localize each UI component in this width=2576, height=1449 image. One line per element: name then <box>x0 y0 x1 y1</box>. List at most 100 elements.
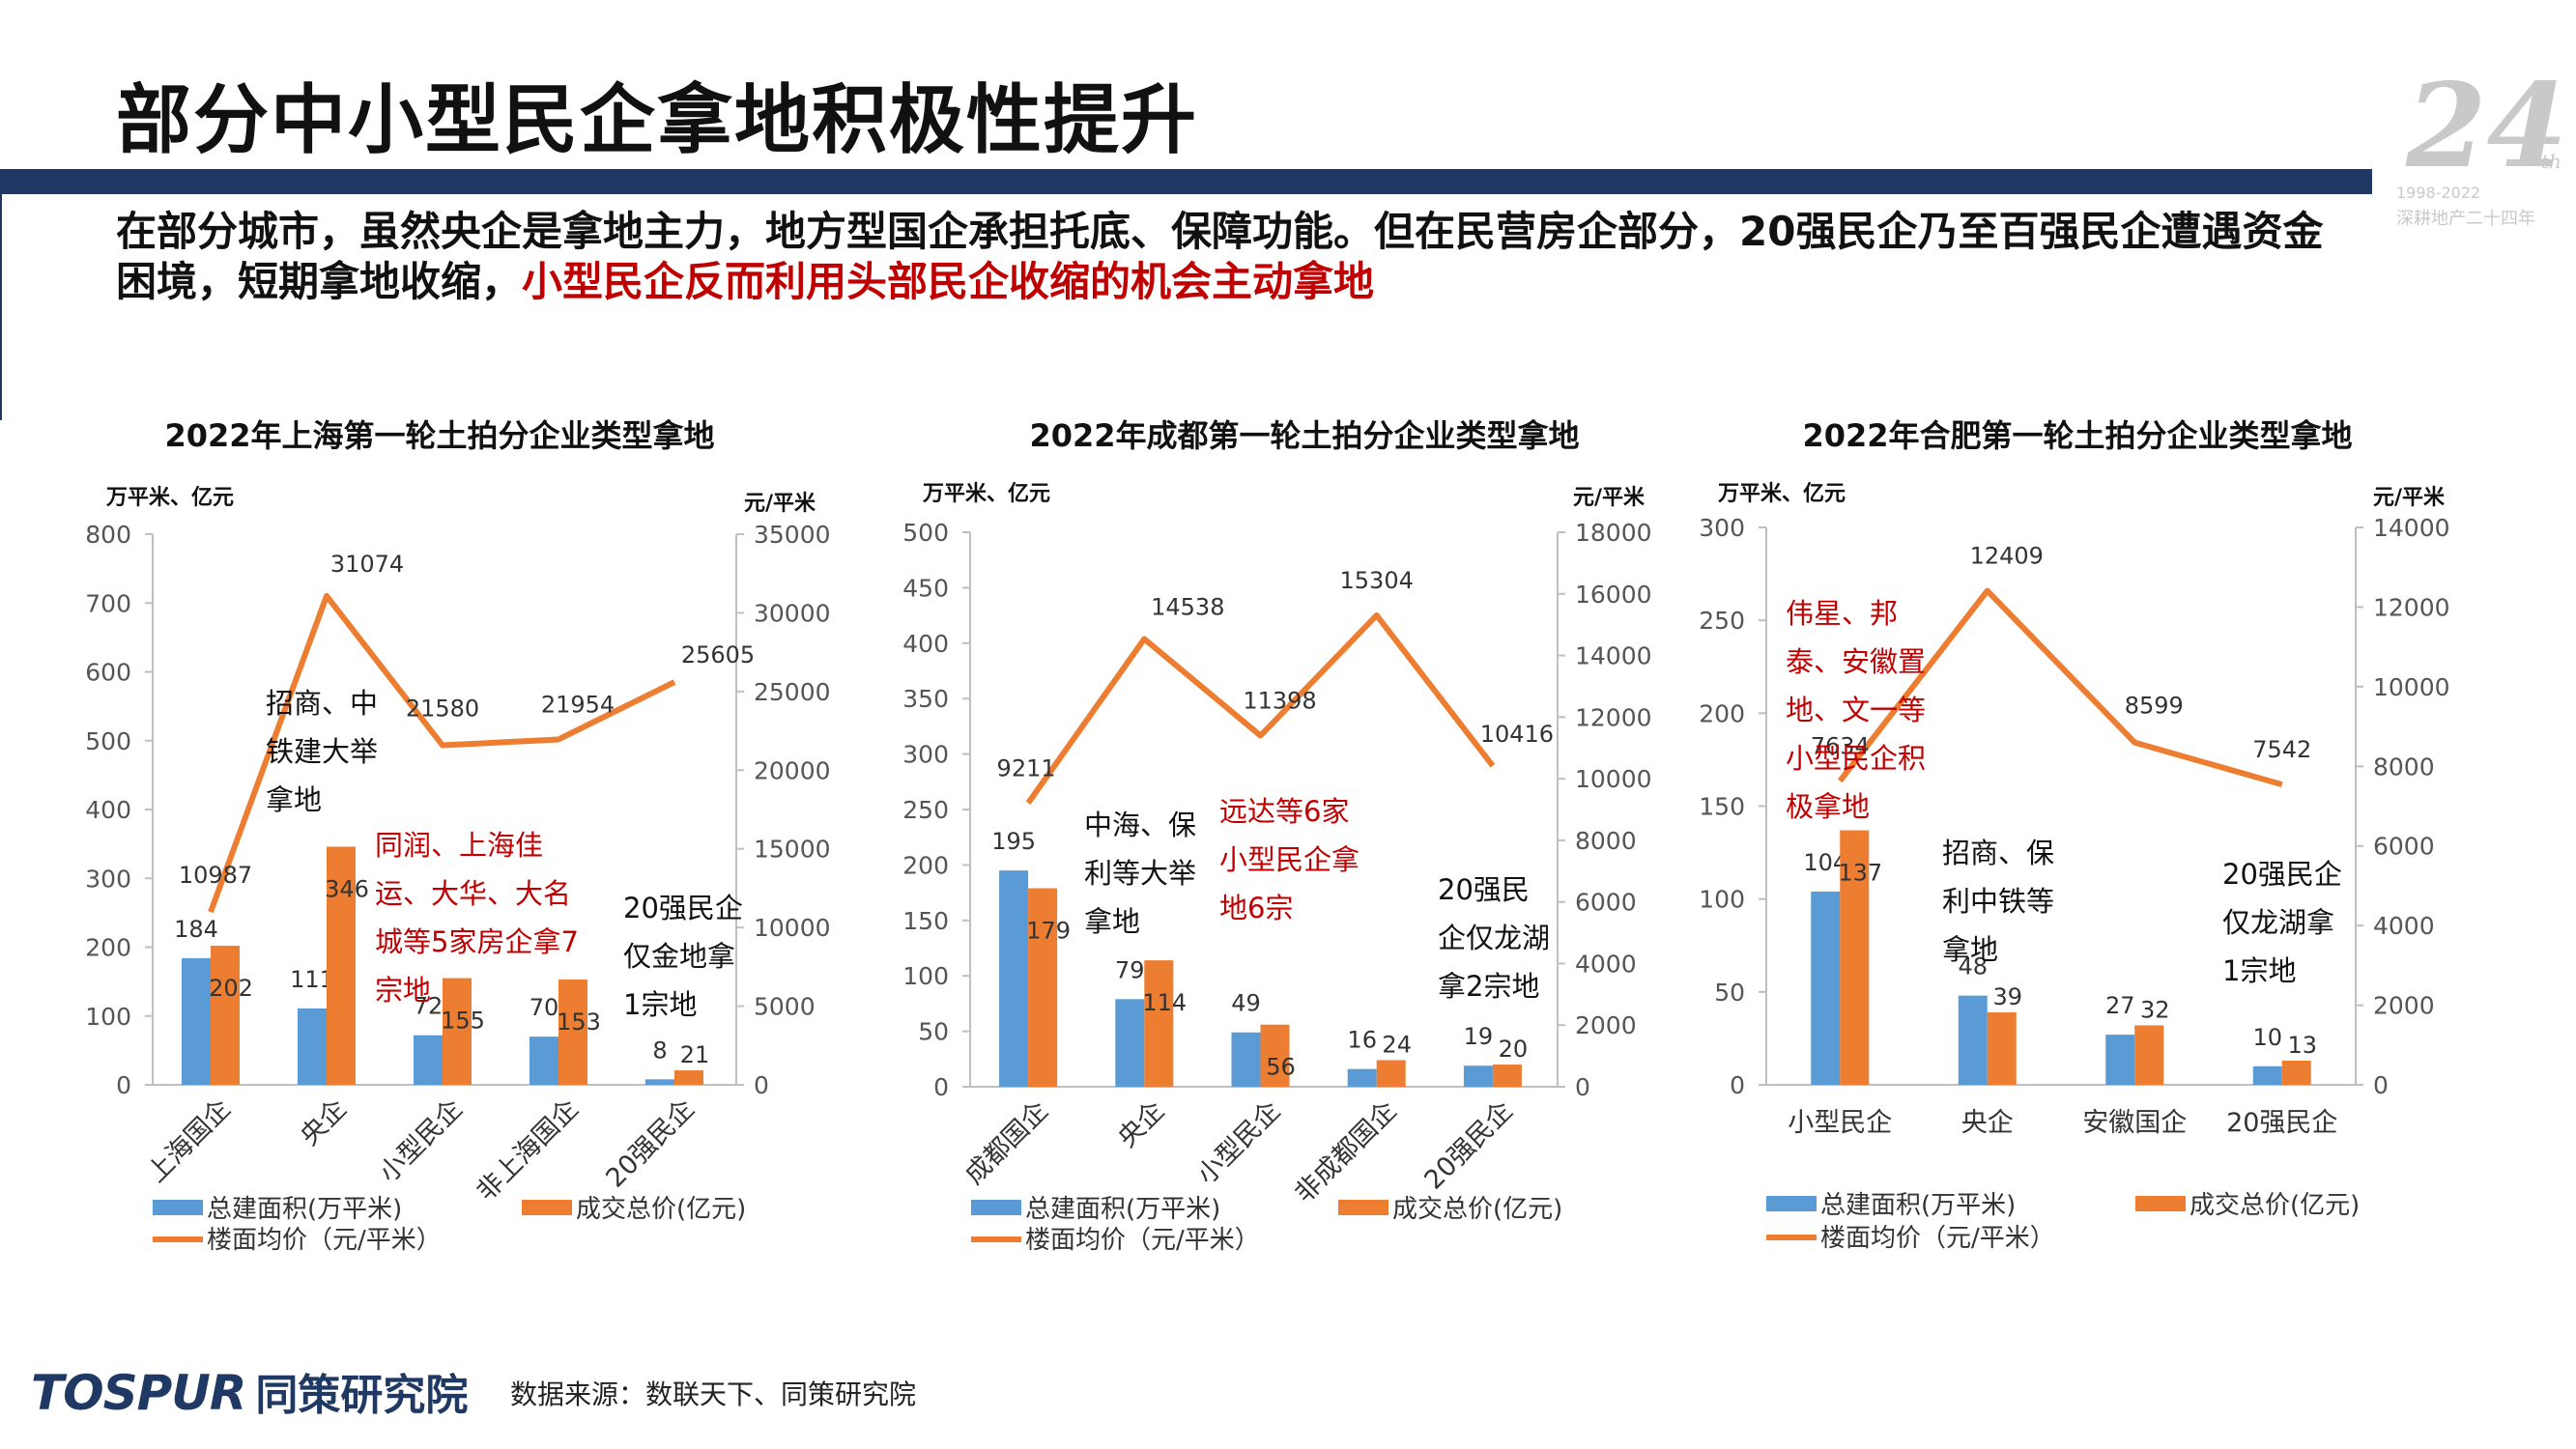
bar-area <box>1958 995 1988 1085</box>
chart-annotation: 20强民企 <box>623 892 743 924</box>
bar-area <box>414 1035 443 1085</box>
bar-area <box>1463 1065 1493 1087</box>
legend-label: 总建面积(万平米) <box>207 1195 402 1224</box>
bar-area <box>182 957 211 1085</box>
bar-area-label: 8 <box>652 1037 667 1064</box>
bar-area-label: 70 <box>530 994 559 1021</box>
chart-title: 2022年合肥第一轮土拍分企业类型拿地 <box>1802 417 2352 454</box>
chart-annotation: 伟星、邦 <box>1786 597 1898 630</box>
category-label: 央企 <box>295 1094 353 1151</box>
bar-area <box>2252 1065 2282 1085</box>
bar-area <box>999 870 1029 1087</box>
left-tick-label: 400 <box>85 796 131 824</box>
left-tick-label: 700 <box>85 589 131 617</box>
data-source-note: 数据来源：数联天下、同策研究院 <box>510 1378 917 1410</box>
tospur-logo: TOSPUR 同策研究院 <box>31 1360 468 1428</box>
left-accent-rule <box>0 193 2 420</box>
category-label: 央企 <box>1961 1108 2014 1138</box>
left-tick-label: 0 <box>116 1071 131 1099</box>
chart-annotation: 宗地 <box>375 974 431 1007</box>
chart-annotation: 招商、保 <box>1942 837 2054 869</box>
right-tick-label: 35000 <box>754 521 831 549</box>
bar-total <box>1260 1024 1290 1087</box>
right-tick-label: 5000 <box>754 993 816 1021</box>
price-line <box>1837 587 2283 788</box>
legend-swatch-bar <box>971 1200 1021 1215</box>
left-tick-label: 100 <box>85 1003 131 1031</box>
price-point-label: 14538 <box>1151 593 1224 620</box>
right-tick-label: 20000 <box>754 756 831 784</box>
left-tick-label: 200 <box>902 851 949 879</box>
bar-total-label: 39 <box>1992 983 2022 1010</box>
chart-annotation: 20强民企 <box>2222 858 2342 891</box>
left-tick-label: 400 <box>902 630 949 658</box>
left-axis-unit: 万平米、亿元 <box>105 486 234 510</box>
chart-annotation: 远达等6家 <box>1219 795 1349 828</box>
category-label: 非上海国企 <box>472 1094 585 1207</box>
bar-area <box>1347 1068 1377 1087</box>
left-tick-label: 600 <box>85 659 131 687</box>
title-underline-bar <box>0 169 2372 194</box>
bar-area-label: 48 <box>1958 953 1988 980</box>
anniversary-logo: 24 th 1998-2022 深耕地产二十四年 <box>2396 58 2570 229</box>
category-label: 央企 <box>1112 1095 1170 1153</box>
price-line <box>208 592 676 914</box>
bar-area-label: 16 <box>1347 1027 1377 1054</box>
bar-total <box>1492 1065 1522 1087</box>
right-tick-label: 10000 <box>1575 765 1652 793</box>
chart-annotation: 极拿地 <box>1786 790 1870 823</box>
right-tick-label: 12000 <box>1575 703 1652 731</box>
right-tick-label: 0 <box>754 1071 769 1099</box>
right-tick-label: 6000 <box>2373 833 2435 861</box>
legend-label: 楼面均价（元/平米） <box>1820 1224 2055 1253</box>
chart-title: 2022年上海第一轮土拍分企业类型拿地 <box>164 417 714 454</box>
chart-annotation: 利等大举 <box>1084 857 1196 890</box>
chart-annotation: 拿地 <box>266 783 322 816</box>
left-tick-label: 0 <box>933 1073 949 1101</box>
legend-swatch-bar <box>2135 1196 2186 1211</box>
left-tick-label: 250 <box>902 796 949 824</box>
anniversary-years: 1998-2022 <box>2396 184 2481 202</box>
price-point-label: 21580 <box>406 696 479 723</box>
logo-chinese: 同策研究院 <box>255 1371 469 1420</box>
right-tick-label: 18000 <box>1575 519 1652 547</box>
bar-area <box>645 1079 674 1085</box>
legend-label: 总建面积(万平米) <box>1025 1195 1220 1224</box>
left-tick-label: 300 <box>85 865 131 893</box>
bar-total-label: 13 <box>2287 1032 2317 1059</box>
price-point-label: 7542 <box>2252 736 2311 763</box>
left-tick-label: 50 <box>1714 979 1745 1007</box>
right-tick-label: 4000 <box>2373 912 2435 940</box>
category-label: 非成都国企 <box>1289 1095 1402 1208</box>
left-tick-label: 300 <box>902 741 949 769</box>
right-tick-label: 6000 <box>1575 889 1637 917</box>
price-point-label: 21954 <box>541 691 615 718</box>
chart-annotation: 运、大华、大名 <box>375 877 571 910</box>
bar-total-label: 21 <box>680 1041 710 1068</box>
chart-annotation: 泰、安徽置 <box>1786 645 1926 678</box>
left-tick-label: 250 <box>1699 607 1745 635</box>
bar-area <box>1231 1032 1261 1087</box>
right-tick-label: 10000 <box>2373 673 2450 701</box>
bar-area-label: 184 <box>174 916 218 943</box>
left-tick-label: 150 <box>1699 793 1745 821</box>
left-tick-label: 300 <box>1699 514 1745 542</box>
bar-total <box>674 1070 703 1085</box>
right-tick-label: 25000 <box>754 678 831 706</box>
left-tick-label: 0 <box>1730 1071 1745 1099</box>
summary-text: 在部分城市，虽然央企是拿地主力，地方型国企承担托底、保障功能。但在民营房企部分，… <box>116 207 2358 307</box>
price-point-label: 10416 <box>1480 721 1554 748</box>
bar-total-label: 56 <box>1266 1054 1296 1081</box>
right-axis-unit: 元/平米 <box>744 492 816 516</box>
chart-annotation: 小型民企积 <box>1786 742 1926 775</box>
category-label: 成都国企 <box>959 1095 1054 1190</box>
category-label: 安徽国企 <box>2082 1108 2187 1138</box>
left-tick-label: 150 <box>902 907 949 935</box>
bar-area-label: 19 <box>1464 1023 1494 1050</box>
legend-swatch-bar <box>522 1200 572 1215</box>
bar-total-label: 153 <box>557 1009 601 1036</box>
chart-annotation: 小型民企拿 <box>1219 843 1360 876</box>
chart-annotation: 中海、保 <box>1084 809 1196 841</box>
right-tick-label: 30000 <box>754 599 831 627</box>
